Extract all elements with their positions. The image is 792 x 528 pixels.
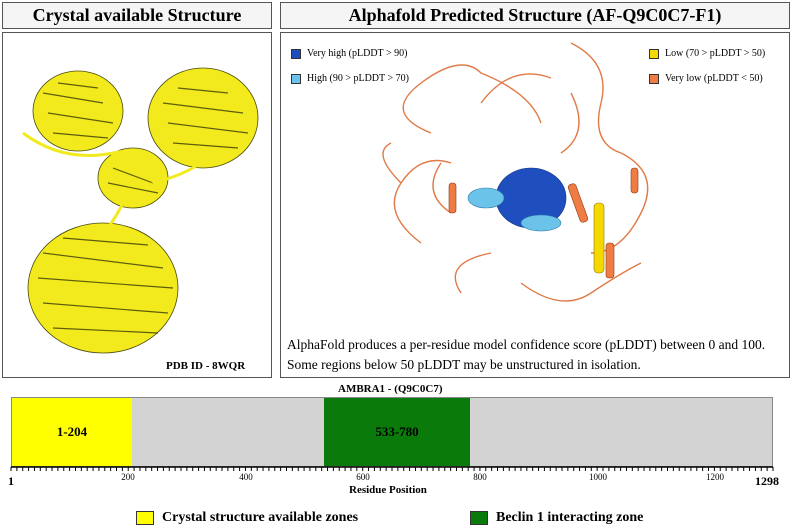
crystal-zone-swatch (136, 511, 154, 525)
tick-800: 800 (473, 472, 487, 482)
high-swatch (291, 73, 301, 84)
legend-very-low-label: Very low (pLDDT < 50) (665, 73, 763, 84)
legend-low: Low (70 > pLDDT > 50) (649, 48, 765, 59)
very-low-swatch (649, 73, 659, 84)
crystal-structure-title: Crystal available Structure (2, 2, 272, 29)
tick-1000: 1000 (589, 472, 607, 482)
legend-beclin-zone-label: Beclin 1 interacting zone (496, 510, 644, 525)
legend-beclin-zone: Beclin 1 interacting zone (470, 510, 643, 526)
axis-start-label: 1 (8, 474, 14, 488)
legend-high: High (90 > pLDDT > 70) (291, 73, 409, 84)
tick-1200: 1200 (706, 472, 724, 482)
residue-axis (10, 466, 774, 471)
legend-very-low: Very low (pLDDT < 50) (649, 73, 763, 84)
crystal-region: 1-204 (12, 398, 132, 466)
legend-low-label: Low (70 > pLDDT > 50) (665, 48, 766, 59)
domain-track: 1-204 533-780 (11, 397, 773, 467)
tick-600: 600 (356, 472, 370, 482)
legend-very-high: Very high (pLDDT > 90) (291, 48, 407, 59)
legend-very-high-label: Very high (pLDDT > 90) (307, 48, 408, 59)
axis-title: Residue Position (349, 484, 427, 496)
crystal-structure-panel: PDB ID - 8WQR (2, 32, 272, 378)
legend-high-label: High (90 > pLDDT > 70) (307, 73, 409, 84)
pdb-id-label: PDB ID - 8WQR (166, 360, 246, 372)
alphafold-structure-title: Alphafold Predicted Structure (AF-Q9C0C7… (280, 2, 790, 29)
beclin-region: 533-780 (324, 398, 470, 466)
alphafold-structure-image (382, 42, 649, 302)
legend-crystal-zone: Crystal structure available zones (136, 510, 358, 526)
beclin-zone-swatch (470, 511, 488, 525)
alphafold-caption: AlphaFold produces a per-residue model c… (287, 337, 766, 372)
very-high-swatch (291, 48, 301, 59)
domain-map-title: AMBRA1 - (Q9C0C7) (338, 383, 443, 395)
crystal-structure-image (22, 67, 259, 354)
legend-crystal-zone-label: Crystal structure available zones (162, 510, 359, 525)
axis-end-label: 1298 (755, 474, 779, 488)
low-swatch (649, 48, 659, 59)
tick-200: 200 (121, 472, 135, 482)
tick-400: 400 (239, 472, 253, 482)
alphafold-panel: Very high (pLDDT > 90) High (90 > pLDDT … (280, 32, 790, 378)
